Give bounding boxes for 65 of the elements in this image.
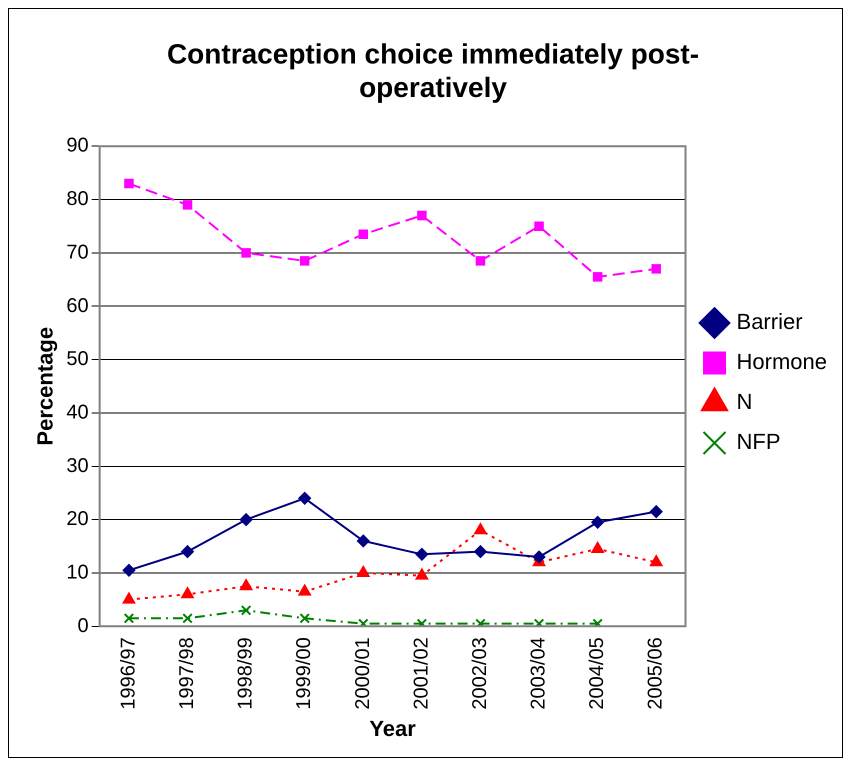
- point: [651, 264, 661, 274]
- y-tick-label: 20: [66, 508, 89, 530]
- x-tick-label: 2000/01: [352, 637, 374, 710]
- point: [240, 578, 253, 590]
- point: [298, 584, 312, 596]
- point: [180, 586, 194, 598]
- y-axis-title: Percentage: [32, 326, 58, 446]
- y-tick-label: 50: [66, 348, 89, 370]
- point: [475, 618, 486, 626]
- y-tick-label: 70: [66, 241, 89, 264]
- x-tick-label: 1996/97: [117, 637, 140, 710]
- point: [356, 565, 370, 577]
- y-tick-label: 40: [66, 401, 89, 424]
- x-tick-label: 2005/06: [644, 637, 667, 710]
- point: [476, 256, 486, 266]
- legend-label: N: [736, 389, 752, 414]
- legend-label: Hormone: [736, 349, 828, 374]
- point: [122, 564, 136, 577]
- point: [415, 568, 428, 580]
- point: [592, 618, 603, 626]
- y-tick-label: 10: [66, 561, 89, 584]
- point: [124, 178, 134, 188]
- point: [534, 618, 544, 626]
- point: [356, 534, 370, 548]
- point: [591, 541, 604, 553]
- x-tick-label: 1997/98: [176, 637, 198, 710]
- legend-label: NFP: [736, 429, 781, 454]
- point: [534, 221, 544, 231]
- y-tick-label: 90: [66, 134, 89, 157]
- point: [417, 210, 427, 220]
- y-tick-label: 0: [78, 614, 89, 637]
- x-tick-label: 1998/99: [234, 637, 257, 710]
- point: [358, 618, 369, 626]
- point: [240, 605, 252, 616]
- x-axis-title: Year: [369, 716, 416, 741]
- point: [240, 513, 253, 526]
- point: [532, 550, 546, 564]
- point: [415, 548, 428, 561]
- x-tick-label: 2003/04: [528, 637, 550, 710]
- y-tick-label: 30: [66, 454, 89, 477]
- x-tick-label: 2004/05: [586, 637, 608, 710]
- point: [122, 592, 136, 604]
- point: [416, 618, 428, 626]
- chart-title: Contraception choice immediately post-operatively: [166, 38, 700, 104]
- point: [298, 492, 312, 505]
- point: [182, 200, 192, 210]
- x-tick-label: 2002/03: [468, 637, 491, 710]
- point: [181, 545, 194, 558]
- point: [650, 554, 663, 566]
- point: [124, 613, 134, 624]
- point: [474, 522, 488, 534]
- point: [241, 248, 251, 258]
- point: [300, 256, 310, 266]
- point: [591, 516, 604, 529]
- y-tick-label: 80: [66, 188, 89, 210]
- legend-label: Barrier: [736, 309, 803, 334]
- y-tick-label: 60: [66, 294, 89, 317]
- point: [182, 613, 193, 624]
- point: [650, 505, 663, 518]
- x-tick-label: 2001/02: [410, 637, 432, 710]
- point: [358, 229, 368, 239]
- x-tick-label: 1999/00: [293, 637, 316, 710]
- point: [474, 545, 487, 558]
- point: [592, 272, 602, 282]
- point: [299, 613, 310, 624]
